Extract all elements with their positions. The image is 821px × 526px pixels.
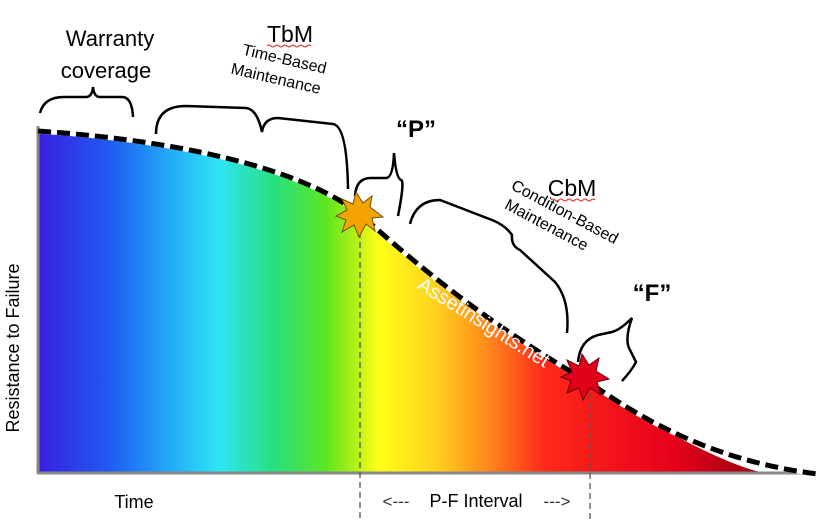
warranty-label-line2: coverage	[61, 58, 152, 83]
pf-curve	[37, 128, 819, 477]
cbm-spellcheck-underline	[550, 198, 596, 202]
warranty-label-line1: Warranty	[66, 26, 154, 51]
pf-interval-label: P-F Interval	[429, 491, 522, 511]
f-label: “F”	[633, 280, 672, 307]
cbm-bracket	[408, 198, 569, 334]
p-point-star	[334, 190, 385, 239]
tbm-spellcheck-underline	[266, 44, 312, 48]
warranty-bracket	[38, 86, 135, 118]
cbm-title: CbM	[548, 175, 597, 201]
tbm-title: TbM	[267, 21, 313, 47]
f-point-star	[559, 352, 611, 402]
tbm-bracket	[154, 104, 350, 190]
p-bracket	[353, 152, 404, 217]
y-axis-label: Resistance to Failure	[3, 263, 23, 432]
p-label: “P”	[396, 116, 436, 143]
tbm-subtitle: Time-Based Maintenance	[229, 42, 328, 98]
f-bracket	[576, 317, 638, 382]
pf-right-arrow: --->	[544, 492, 571, 511]
pf-left-arrow: <---	[383, 492, 410, 511]
x-axis-label: Time	[114, 492, 153, 512]
